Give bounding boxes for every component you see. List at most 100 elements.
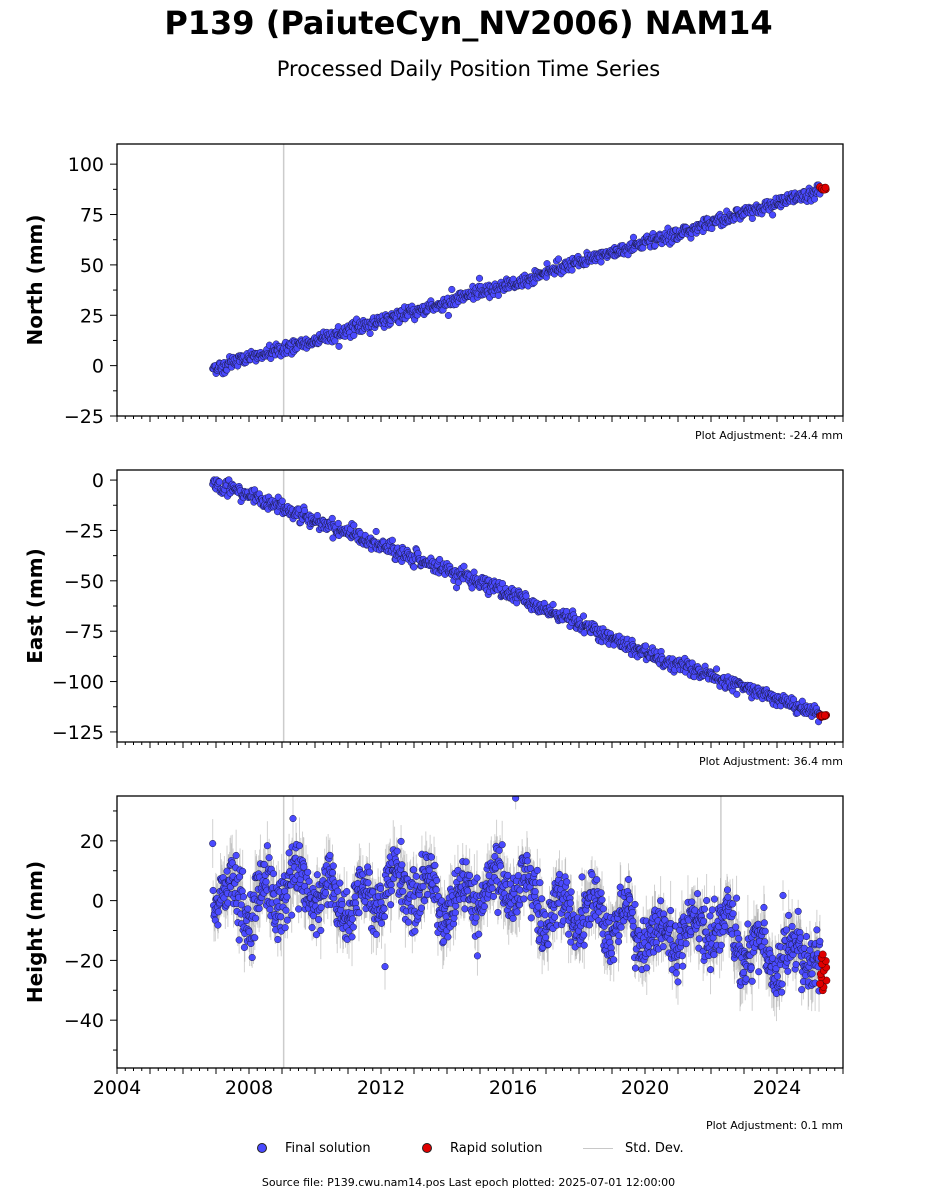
final-solution-point bbox=[252, 914, 260, 922]
final-solution-point bbox=[343, 888, 351, 896]
final-solution-point bbox=[496, 862, 505, 870]
final-solution-point bbox=[432, 886, 440, 894]
final-solution-point bbox=[248, 953, 256, 962]
panel-0: −25 0 25 50 75 100 North (mm) bbox=[23, 143, 844, 428]
final-solution-point bbox=[472, 914, 480, 922]
final-solution-point bbox=[567, 938, 575, 946]
final-solution-point bbox=[334, 887, 342, 895]
final-solution-point bbox=[520, 895, 528, 903]
final-solution-point bbox=[381, 913, 389, 921]
final-solution-point bbox=[538, 895, 546, 903]
final-solution-point bbox=[427, 853, 435, 861]
final-solution-point bbox=[214, 921, 222, 929]
panel-1: −125 −100 −75 −50 −25 0 East (mm) bbox=[23, 469, 844, 748]
final-solution-point bbox=[748, 214, 756, 223]
final-solution-point bbox=[551, 913, 559, 921]
y-tick-label: 0 bbox=[92, 356, 104, 378]
final-solution-point bbox=[729, 910, 737, 918]
final-solution-point bbox=[597, 889, 605, 897]
final-solution-point bbox=[366, 329, 374, 338]
final-solution-point bbox=[721, 922, 729, 930]
final-solution-point bbox=[498, 841, 506, 849]
final-solution-point bbox=[565, 905, 574, 913]
final-solution-point bbox=[411, 927, 419, 935]
final-solution-point bbox=[285, 849, 293, 857]
final-solution-point bbox=[732, 923, 740, 931]
final-solution-point bbox=[598, 896, 606, 904]
final-solution-point bbox=[410, 866, 418, 874]
final-solution-point bbox=[710, 951, 718, 959]
final-solution-point bbox=[209, 839, 217, 848]
final-solution-point bbox=[369, 888, 377, 896]
final-solution-point bbox=[281, 924, 289, 932]
final-solution-point bbox=[417, 904, 426, 912]
final-solution-point bbox=[236, 873, 244, 881]
final-solution-point bbox=[313, 511, 321, 520]
y-tick-label: −100 bbox=[52, 672, 104, 694]
final-solution-point bbox=[329, 534, 337, 542]
final-solution-point bbox=[475, 930, 483, 938]
final-solution-point bbox=[278, 497, 286, 505]
final-solution-point bbox=[468, 584, 476, 592]
final-solution-point bbox=[317, 926, 325, 934]
y-tick-label: −75 bbox=[64, 621, 104, 643]
final-solution-point bbox=[335, 342, 343, 350]
final-solution-point bbox=[534, 903, 542, 911]
final-solution-point bbox=[372, 527, 380, 536]
final-solution-point bbox=[629, 922, 637, 930]
final-solution-point bbox=[739, 968, 748, 977]
final-solution-point bbox=[631, 900, 639, 908]
final-solution-point bbox=[232, 851, 240, 860]
y-tick-label: 25 bbox=[80, 305, 104, 327]
final-solution-point bbox=[350, 521, 358, 529]
final-solution-point bbox=[388, 536, 396, 544]
final-solution-point bbox=[404, 918, 412, 926]
y-tick-label: 75 bbox=[80, 205, 104, 227]
y-tick-label: 100 bbox=[68, 154, 104, 176]
final-solution-point bbox=[277, 913, 285, 921]
final-solution-point bbox=[237, 901, 245, 909]
final-solution-point bbox=[228, 859, 236, 867]
final-solution-point bbox=[506, 880, 514, 888]
final-solution-point bbox=[398, 861, 406, 869]
final-solution-point bbox=[536, 879, 544, 887]
y-tick-label: 50 bbox=[80, 255, 104, 277]
final-solution-point bbox=[579, 612, 588, 620]
final-solution-point bbox=[610, 956, 618, 964]
final-solution-point bbox=[433, 876, 441, 885]
final-solution-point bbox=[706, 966, 715, 974]
final-solution-point bbox=[295, 905, 303, 913]
final-solution-point bbox=[531, 888, 539, 896]
final-solution-point bbox=[440, 938, 448, 946]
final-solution-point bbox=[214, 908, 222, 916]
final-solution-point bbox=[713, 665, 721, 673]
final-solution-point bbox=[489, 892, 498, 901]
final-solution-point bbox=[328, 514, 336, 522]
y-axis-label: East (mm) bbox=[23, 548, 47, 664]
final-solution-point bbox=[491, 852, 499, 861]
final-solution-point bbox=[733, 690, 741, 698]
final-solution-point bbox=[251, 934, 259, 942]
final-solution-point bbox=[364, 879, 372, 887]
final-solution-point bbox=[283, 893, 291, 901]
final-solution-point bbox=[410, 563, 418, 571]
final-solution-point bbox=[744, 920, 752, 928]
final-solution-point bbox=[372, 930, 380, 938]
final-solution-point bbox=[348, 915, 357, 923]
final-solution-point bbox=[420, 897, 429, 905]
final-solution-point bbox=[700, 917, 708, 925]
final-solution-point bbox=[509, 914, 517, 922]
final-solution-point bbox=[599, 905, 607, 913]
final-solution-point bbox=[349, 923, 357, 931]
final-solution-point bbox=[351, 893, 359, 901]
final-solution-point bbox=[286, 867, 294, 875]
final-solution-point bbox=[263, 842, 271, 850]
final-solution-point bbox=[329, 862, 337, 870]
final-solution-point bbox=[563, 878, 571, 886]
final-solution-point bbox=[533, 866, 541, 874]
final-solution-point bbox=[397, 837, 405, 845]
final-solution-point bbox=[436, 555, 444, 564]
final-solution-point bbox=[735, 935, 743, 943]
final-solution-point bbox=[628, 908, 636, 916]
final-solution-point bbox=[289, 814, 297, 823]
